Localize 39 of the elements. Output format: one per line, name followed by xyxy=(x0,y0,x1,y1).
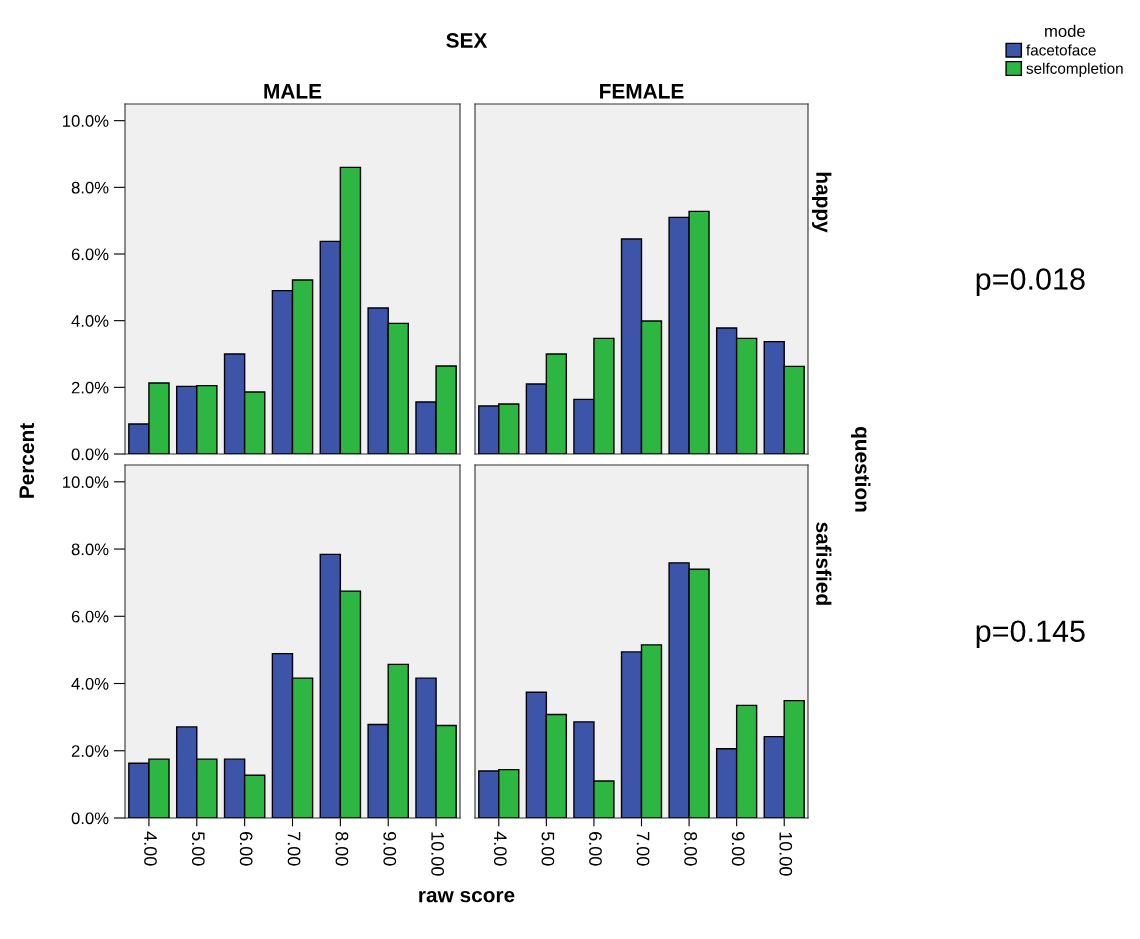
y-tick-label: 10.0% xyxy=(63,476,109,489)
x-tick-label: 5.00 xyxy=(191,831,205,866)
x-tick-label: 10.00 xyxy=(779,832,793,876)
x-tick-label: 9.00 xyxy=(383,832,397,866)
y-tick-label: 4.0% xyxy=(71,315,109,327)
x-tick-label: 9.00 xyxy=(731,832,745,866)
y-axis-title: Percent xyxy=(19,423,35,498)
chart-title: FEMALE xyxy=(600,84,684,99)
y2-axis-title: safisfied xyxy=(816,522,832,605)
legend-label: selfcompletion xyxy=(1026,62,1123,77)
y-tick-label: 0.0% xyxy=(71,448,109,461)
y-tick-label: 6.0% xyxy=(71,610,109,623)
legend-label: facetoface xyxy=(1026,44,1096,56)
x-tick-label: 8.00 xyxy=(335,831,349,866)
x-tick-label: 6.00 xyxy=(239,832,253,866)
x-tick-label: 7.00 xyxy=(636,832,650,866)
y-tick-label: 2.0% xyxy=(71,381,109,394)
x-tick-label: 4.00 xyxy=(144,831,157,866)
text: p=0.018 xyxy=(976,268,1085,296)
text: p=0.145 xyxy=(976,620,1085,649)
text: question xyxy=(850,426,871,512)
x-tick-label: 5.00 xyxy=(541,831,555,866)
chart-title: MALE xyxy=(264,84,322,99)
legend-title: mode xyxy=(1045,24,1085,38)
x-tick-label: 10.00 xyxy=(431,832,445,876)
y-tick-label: 10.0% xyxy=(63,115,109,127)
y-tick-label: 6.0% xyxy=(71,248,109,261)
y-tick-label: 4.0% xyxy=(71,677,109,690)
x-axis-title: raw score xyxy=(419,890,515,903)
y2-axis-title: happy xyxy=(812,172,832,233)
x-tick-label: 6.00 xyxy=(589,832,602,866)
y-tick-label: 8.0% xyxy=(71,543,109,556)
x-tick-label: 7.00 xyxy=(287,832,301,866)
y-tick-label: 2.0% xyxy=(71,745,109,757)
y-tick-label: 8.0% xyxy=(71,181,109,194)
x-tick-label: 4.00 xyxy=(493,831,507,866)
y-tick-label: 0.0% xyxy=(71,812,109,825)
x-tick-label: 8.00 xyxy=(684,831,698,866)
text: SEX xyxy=(446,33,488,48)
